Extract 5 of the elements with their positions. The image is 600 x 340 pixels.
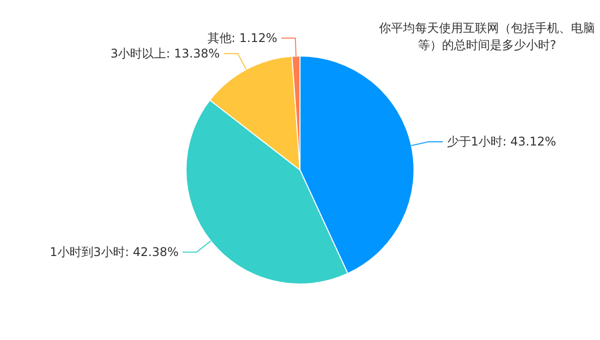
slice-label: 少于1小时: 43.12% xyxy=(446,134,556,149)
slice-label: 3小时以上: 13.38% xyxy=(110,46,220,61)
slice-label: 1小时到3小时: 42.38% xyxy=(50,245,179,260)
slice-label: 其他: 1.12% xyxy=(207,31,278,46)
chart-title: 你平均每天使用互联网（包括手机、电脑等）的总时间是多少小时? xyxy=(378,20,596,54)
